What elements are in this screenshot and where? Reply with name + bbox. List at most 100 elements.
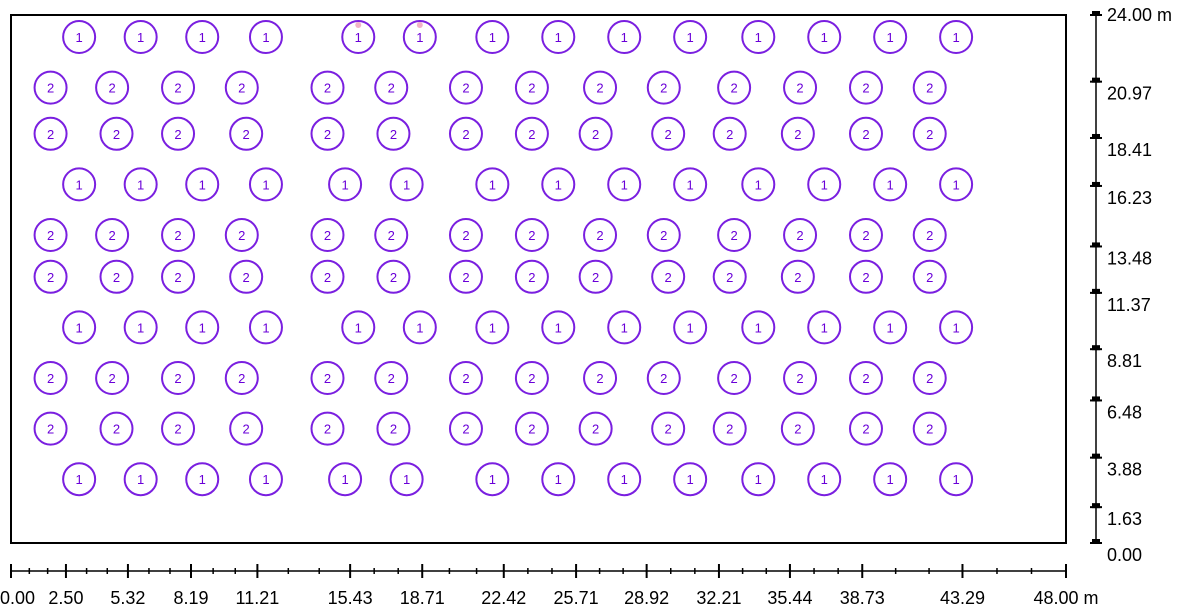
marker-label: 2 [47, 371, 54, 386]
marker-1: 1 [402, 20, 437, 54]
y-tick-marker [1092, 242, 1100, 248]
y-tick-label: 1.63 [1107, 509, 1142, 529]
marker-2: 2 [578, 259, 613, 294]
marker-label: 1 [621, 320, 628, 335]
marker-circle [939, 462, 974, 497]
marker-circle [939, 20, 974, 54]
marker-2: 2 [448, 259, 483, 294]
marker-circle [341, 310, 376, 345]
marker-circle [607, 167, 642, 202]
marker-2: 2 [33, 218, 68, 252]
marker-2: 2 [783, 70, 818, 105]
marker-2: 2 [578, 411, 613, 446]
marker-circle [873, 167, 908, 202]
marker-circle [229, 116, 264, 151]
y-tick-label: 0.00 [1107, 545, 1142, 565]
marker-circle [376, 411, 411, 446]
marker-circle [939, 167, 974, 202]
marker-1: 1 [741, 20, 776, 54]
marker-label: 1 [555, 177, 562, 192]
marker-circle [848, 361, 883, 395]
marker-2: 2 [514, 411, 549, 446]
marker-2: 2 [33, 361, 68, 395]
marker-circle [185, 310, 220, 345]
marker-2: 2 [783, 218, 818, 252]
marker-circle [607, 20, 642, 54]
marker-1: 1 [939, 462, 974, 497]
marker-1: 1 [185, 167, 220, 202]
marker-2: 2 [448, 218, 483, 252]
marker-circle [848, 259, 883, 294]
marker-label: 1 [952, 30, 959, 45]
marker-circle [99, 116, 134, 151]
marker-2: 2 [783, 361, 818, 395]
marker-circle [33, 218, 68, 252]
marker-1: 1 [475, 20, 510, 54]
marker-1: 1 [939, 20, 974, 54]
y-tick-marker [1092, 503, 1100, 509]
marker-label: 1 [821, 177, 828, 192]
marker-label: 2 [926, 228, 933, 243]
marker-2: 2 [33, 411, 68, 446]
marker-label: 2 [324, 371, 331, 386]
marker-circle [848, 70, 883, 105]
marker-2: 2 [912, 259, 947, 294]
marker-1: 1 [123, 20, 158, 54]
marker-2: 2 [848, 259, 883, 294]
marker-circle [248, 310, 283, 345]
marker-circle [448, 218, 483, 252]
marker-circle [95, 361, 130, 395]
marker-circle [807, 310, 842, 345]
marker-circle [873, 462, 908, 497]
marker-label: 2 [462, 422, 469, 437]
marker-circle [62, 167, 97, 202]
marker-circle [161, 218, 196, 252]
marker-1: 1 [123, 167, 158, 202]
marker-label: 2 [665, 127, 672, 142]
marker-2: 2 [448, 411, 483, 446]
marker-circle [712, 116, 747, 151]
marker-2: 2 [99, 116, 134, 151]
marker-circle [912, 361, 947, 395]
marker-1: 1 [673, 462, 708, 497]
marker-circle [402, 20, 437, 54]
x-tick-label: 28.92 [624, 588, 669, 608]
marker-circle [161, 361, 196, 395]
marker-circle [448, 259, 483, 294]
marker-1: 1 [607, 310, 642, 345]
marker-label: 1 [262, 320, 269, 335]
marker-label: 2 [528, 228, 535, 243]
marker-circle [310, 218, 345, 252]
marker-label: 2 [592, 422, 599, 437]
marker-2: 2 [229, 411, 264, 446]
marker-circle [224, 218, 259, 252]
marker-label: 1 [137, 320, 144, 335]
marker-1: 1 [541, 20, 576, 54]
marker-circle [328, 462, 363, 497]
marker-2: 2 [376, 259, 411, 294]
marker-circle [848, 116, 883, 151]
marker-label: 2 [174, 270, 181, 285]
marker-1: 1 [62, 462, 97, 497]
marker-1: 1 [741, 310, 776, 345]
marker-label: 1 [199, 30, 206, 45]
marker-2: 2 [376, 116, 411, 151]
marker-label: 2 [238, 371, 245, 386]
marker-circle [123, 310, 158, 345]
marker-label: 2 [665, 422, 672, 437]
marker-label: 2 [660, 228, 667, 243]
marker-circle [583, 70, 618, 105]
marker-2: 2 [229, 116, 264, 151]
marker-label: 2 [174, 228, 181, 243]
marker-label: 2 [926, 422, 933, 437]
marker-circle [514, 116, 549, 151]
marker-2: 2 [717, 70, 752, 105]
marker-2: 2 [95, 70, 130, 105]
marker-circle [717, 70, 752, 105]
marker-circle [33, 361, 68, 395]
marker-label: 1 [821, 30, 828, 45]
marker-circle [514, 218, 549, 252]
marker-1: 1 [873, 310, 908, 345]
marker-label: 2 [113, 422, 120, 437]
marker-2: 2 [780, 411, 815, 446]
